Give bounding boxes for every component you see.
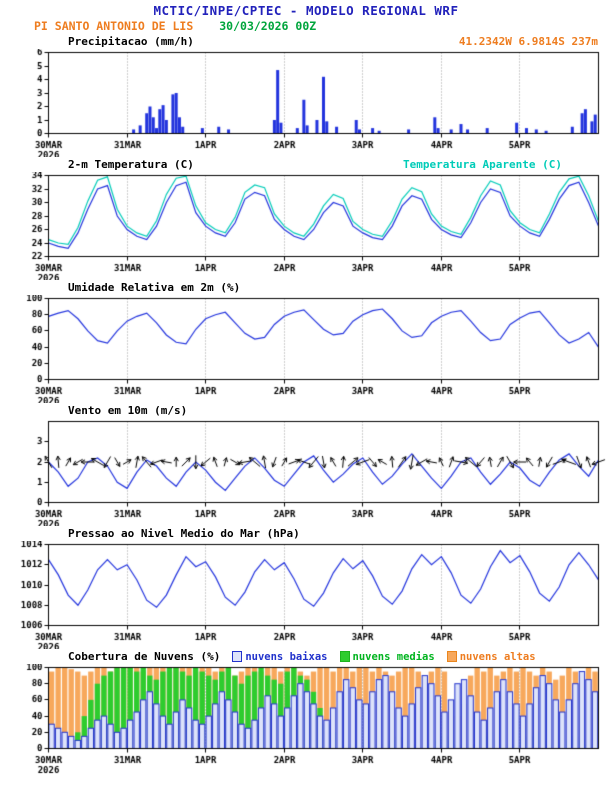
mid-clouds-legend-icon <box>339 651 350 662</box>
temperature-chart <box>0 172 612 280</box>
wind-chart <box>0 418 612 526</box>
meteogram-page: MCTIC/INPE/CPTEC - MODELO REGIONAL WRF P… <box>0 3 612 774</box>
panel-precipitation: Precipitacao (mm/h) 41.2342W 6.9814S 237… <box>0 34 612 157</box>
apparent-temperature-title: Temperatura Aparente (C) <box>403 158 562 171</box>
temperature-title: 2-m Temperatura (C) <box>68 158 194 171</box>
station-name: PI SANTO ANTONIO DE LIS <box>34 19 194 33</box>
panel-humidity: Umidade Relativa em 2m (%) <box>0 280 612 403</box>
clouds-chart <box>0 664 612 774</box>
wind-title-row: Vento em 10m (m/s) <box>68 403 598 418</box>
precipitation-chart <box>0 49 612 157</box>
location-coords: 41.2342W 6.9814S 237m <box>458 35 598 48</box>
model-title: MCTIC/INPE/CPTEC - MODELO REGIONAL WRF <box>153 3 459 18</box>
pressure-title-row: Pressao ao Nivel Medio do Mar (hPa) <box>68 526 598 541</box>
wind-title: Vento em 10m (m/s) <box>68 404 188 417</box>
pressure-title: Pressao ao Nivel Medio do Mar (hPa) <box>68 527 300 540</box>
panel-temperature: 2-m Temperatura (C) Temperatura Aparente… <box>0 157 612 280</box>
legend-nuvens-medias: nuvens medias <box>339 650 435 663</box>
humidity-chart <box>0 295 612 403</box>
clouds-title: Cobertura de Nuvens (%) <box>68 650 221 663</box>
precipitation-title: Precipitacao (mm/h) <box>68 35 194 48</box>
legend-nuvens-baixas: nuvens baixas <box>232 650 328 663</box>
legend-label-baixas: nuvens baixas <box>245 650 328 663</box>
panel-pressure: Pressao ao Nivel Medio do Mar (hPa) <box>0 526 612 649</box>
pressure-chart <box>0 541 612 649</box>
precipitation-title-row: Precipitacao (mm/h) 41.2342W 6.9814S 237… <box>68 34 598 49</box>
legend-label-altas: nuvens altas <box>459 650 536 663</box>
run-datetime: 30/03/2026 00Z <box>219 19 317 33</box>
header-station-line: PI SANTO ANTONIO DE LIS 30/03/2026 00Z <box>34 18 612 34</box>
panel-wind: Vento em 10m (m/s) <box>0 403 612 526</box>
high-clouds-legend-icon <box>446 651 457 662</box>
temperature-title-row: 2-m Temperatura (C) Temperatura Aparente… <box>68 157 598 172</box>
clouds-title-row: Cobertura de Nuvens (%) nuvens baixas nu… <box>68 649 598 664</box>
humidity-title: Umidade Relativa em 2m (%) <box>68 281 241 294</box>
legend-nuvens-altas: nuvens altas <box>446 650 536 663</box>
legend-label-medias: nuvens medias <box>352 650 435 663</box>
panel-clouds: Cobertura de Nuvens (%) nuvens baixas nu… <box>0 649 612 774</box>
low-clouds-legend-icon <box>232 651 243 662</box>
humidity-title-row: Umidade Relativa em 2m (%) <box>68 280 598 295</box>
